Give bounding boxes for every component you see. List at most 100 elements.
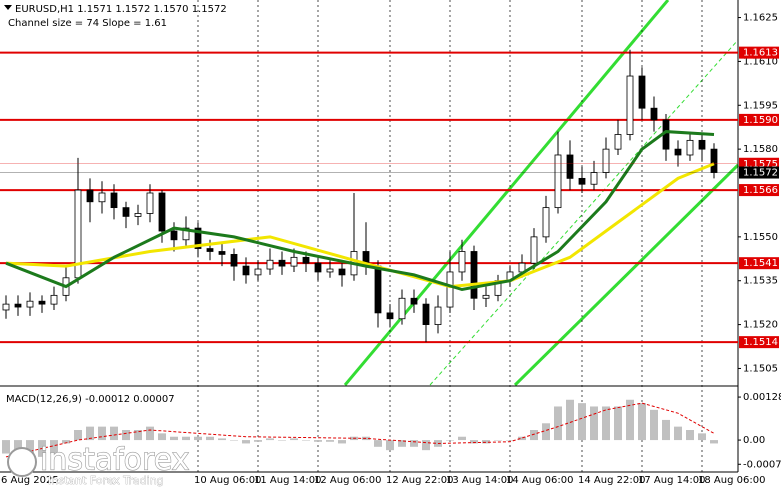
chart-title: EURUSD,H1 1.1571 1.1572 1.1570 1.1572 — [15, 4, 227, 15]
candle-body — [254, 268, 262, 276]
macd-bar — [470, 440, 478, 444]
macd-bar — [50, 440, 58, 454]
macd-bar — [566, 399, 574, 441]
x-tick-label: 12 Aug 06:00 — [314, 475, 381, 486]
level-label-box — [739, 46, 779, 59]
candle-body — [134, 213, 142, 217]
candle-body — [698, 139, 706, 150]
macd-bar — [122, 430, 130, 441]
macd-bar — [590, 406, 598, 441]
macd-bar — [410, 440, 418, 447]
candle-body — [266, 259, 274, 270]
macd-signal — [5, 402, 715, 458]
candle-body — [290, 256, 298, 267]
candle-body — [98, 192, 106, 203]
level-label-box — [739, 336, 779, 349]
candle-body — [650, 107, 658, 121]
candle-body — [242, 265, 250, 276]
candle-body — [470, 251, 478, 299]
channel-lower — [513, 163, 740, 387]
macd-bar — [506, 440, 514, 441]
macd-bar — [74, 430, 82, 441]
candle-body — [434, 306, 442, 325]
x-tick-label: 12 Aug 22:00 — [386, 475, 453, 486]
y-tick-label: 1.1550 — [743, 232, 778, 243]
price-marker-label: 1.1572 — [743, 168, 778, 179]
macd-bar — [710, 440, 718, 444]
macd-bar — [518, 436, 526, 441]
candle-body — [386, 312, 394, 320]
y-tick-label: 1.1520 — [743, 320, 778, 331]
candle-body — [146, 192, 154, 214]
candle-body — [206, 248, 214, 252]
macd-bar — [326, 440, 334, 442]
watermark-tagline: Instant Forex Trading — [48, 474, 164, 487]
candle-body — [86, 189, 94, 203]
macd-bar — [662, 419, 670, 441]
candle-body — [50, 294, 58, 305]
watermark-logo — [7, 447, 37, 477]
candle-body — [278, 259, 286, 267]
macd-bar — [302, 440, 310, 441]
macd-bar — [578, 403, 586, 441]
macd-bar — [266, 438, 274, 441]
y-tick-label: 1.1505 — [743, 363, 778, 374]
candle-body — [530, 236, 538, 264]
level-label-box — [739, 184, 779, 197]
macd-bar — [194, 436, 202, 441]
macd-title: MACD(12,26,9) -0.00012 0.00007 — [6, 394, 175, 405]
candle-body — [182, 227, 190, 241]
level-label: 1.1590 — [743, 115, 778, 126]
macd-bar — [686, 430, 694, 441]
candle-body — [458, 251, 466, 273]
candle-body — [230, 254, 238, 267]
macd-bar — [110, 426, 118, 441]
macd-bar — [314, 440, 322, 442]
watermark: instaforex — [40, 443, 189, 478]
candle-body — [674, 148, 682, 156]
macd-bar — [2, 440, 10, 454]
candle-body — [626, 75, 634, 135]
macd-bar — [386, 440, 394, 451]
x-tick-label: 13 Aug 14:00 — [446, 475, 513, 486]
y-tick-label: 1.1595 — [743, 100, 778, 111]
header-icon — [4, 5, 12, 10]
y-tick-label: 1.1535 — [743, 276, 778, 287]
candle-body — [602, 148, 610, 173]
channel-middle — [429, 39, 739, 386]
macd-bar — [398, 440, 406, 447]
macd-bar — [170, 436, 178, 441]
macd-bar — [542, 423, 550, 441]
price-marker-label: 1.1575 — [743, 159, 778, 170]
macd-bar — [134, 430, 142, 441]
candle-body — [710, 148, 718, 173]
candle-body — [218, 251, 226, 255]
x-tick-label: 6 Aug 2025 — [1, 475, 59, 486]
candle-body — [638, 75, 646, 109]
candle-body — [2, 303, 10, 311]
candle-body — [314, 262, 322, 273]
macd-y-tick-label: 0.00 — [743, 435, 765, 446]
candle-body — [38, 300, 46, 305]
macd-bar — [446, 440, 454, 441]
level-label-box — [739, 113, 779, 126]
macd-bar — [338, 440, 346, 444]
macd-bar — [26, 440, 34, 457]
macd-bar — [254, 440, 262, 442]
level-label: 1.1541 — [743, 258, 778, 269]
level-label: 1.1566 — [743, 185, 778, 196]
macd-bar — [206, 436, 214, 441]
macd-bar — [278, 440, 286, 441]
candle-body — [398, 297, 406, 320]
x-tick-label: 14 Aug 22:00 — [578, 475, 645, 486]
candle-body — [326, 268, 334, 273]
macd-bar — [242, 440, 250, 444]
macd-bar — [290, 438, 298, 441]
candle-body — [302, 256, 310, 264]
macd-bar — [638, 403, 646, 441]
level-label: 1.1613 — [743, 48, 778, 59]
chart-subtitle: Channel size = 74 Slope = 1.61 — [8, 18, 167, 29]
